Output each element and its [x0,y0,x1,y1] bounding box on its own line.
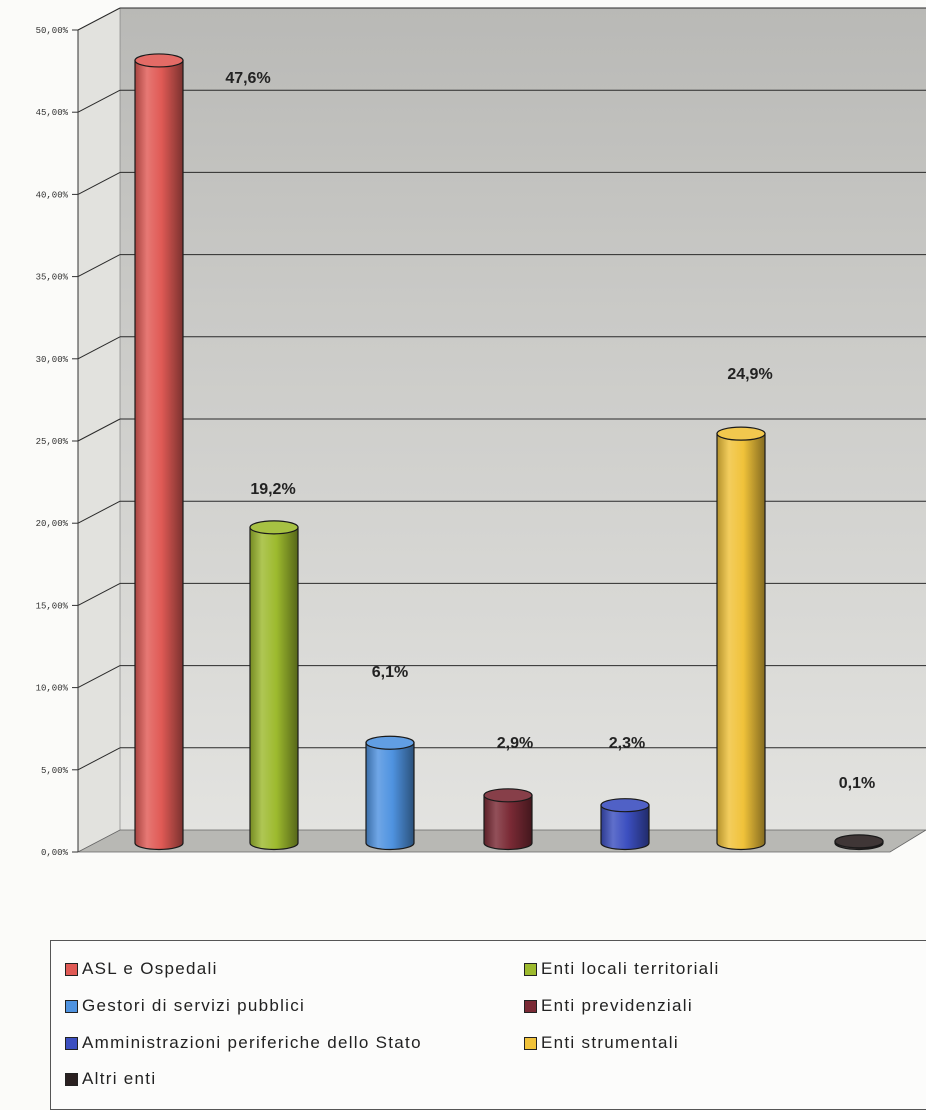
data-label: 19,2% [250,481,295,498]
legend-swatch [524,962,537,976]
bar [134,53,184,851]
bar-body [483,794,533,851]
y-tick-label: 15,00% [36,601,69,611]
data-label: 24,9% [727,366,772,383]
legend-label: Enti locali territoriali [541,959,720,978]
legend-label: Enti strumentali [541,1033,679,1052]
gridline-side [77,171,121,195]
legend-item-altri: Altri enti [65,1069,156,1089]
bar [249,520,299,851]
bar [483,788,533,851]
data-labels: 47,6% 19,2% 6,1% 2,9% 2,3% 24,9% 0,1% [225,70,875,792]
y-tick-label: 5,00% [41,766,69,776]
bar-body [365,742,415,851]
legend-swatch [65,962,78,976]
legend-swatch [65,999,78,1013]
bar-top [716,426,766,441]
data-label: 47,6% [225,70,270,87]
gridline-side [77,336,121,360]
y-tick-label: 30,00% [36,355,69,365]
data-label: 2,9% [497,735,533,752]
gridline-side [77,89,121,113]
legend-label: Amministrazioni periferiche dello Stato [82,1033,422,1052]
legend-item-previdenziali: Enti previdenziali [524,996,693,1016]
bars [134,53,884,851]
y-tick-label: 45,00% [36,108,69,118]
bar [834,834,884,851]
legend-item-amministrazioni: Amministrazioni periferiche dello Stato [65,1033,422,1053]
gridline-side [77,254,121,278]
legend-swatch [524,999,537,1013]
gridline-side [77,747,121,771]
legend-label: ASL e Ospedali [82,959,218,978]
legend: ASL e Ospedali Enti locali territoriali … [50,940,926,1110]
bar-body [249,526,299,851]
data-label: 2,3% [609,735,645,752]
legend-swatch [524,1036,537,1050]
bar-top [365,735,415,750]
y-tick-label: 50,00% [36,26,69,36]
y-tick-label: 10,00% [36,684,69,694]
bar-top [483,788,533,803]
bar-top [249,520,299,535]
y-tick-label: 20,00% [36,519,69,529]
y-tick-label: 0,00% [41,848,69,858]
y-tick-label: 40,00% [36,190,69,200]
legend-swatch [65,1036,78,1050]
gridline-side [77,7,121,31]
gridline-side [77,582,121,606]
bar-body [716,433,766,851]
bar-body [600,804,650,851]
legend-swatch [65,1072,78,1086]
gridline-side [77,418,121,442]
bar [716,426,766,851]
gridline-side [77,500,121,524]
bar-body [134,59,184,851]
legend-label: Gestori di servizi pubblici [82,996,306,1015]
bar [600,798,650,851]
bar [365,735,415,851]
data-label: 0,1% [839,775,875,792]
legend-item-gestori: Gestori di servizi pubblici [65,996,305,1016]
y-tick-label: 35,00% [36,273,69,283]
bar-chart: 0,00% 5,00% 10,00% 15,00% 20,00% 25,00% 30,00%… [36,7,926,858]
gridline-side [77,665,121,689]
legend-item-strumentali: Enti strumentali [524,1033,679,1053]
y-tick-label: 25,00% [36,437,69,447]
data-label: 6,1% [372,664,408,681]
bar-top [834,834,884,849]
bar-top [134,53,184,68]
bar-top [600,798,650,813]
legend-label: Altri enti [82,1069,157,1088]
legend-item-asl: ASL e Ospedali [65,959,218,979]
legend-item-enti-locali: Enti locali territoriali [524,959,720,979]
legend-label: Enti previdenziali [541,996,693,1015]
